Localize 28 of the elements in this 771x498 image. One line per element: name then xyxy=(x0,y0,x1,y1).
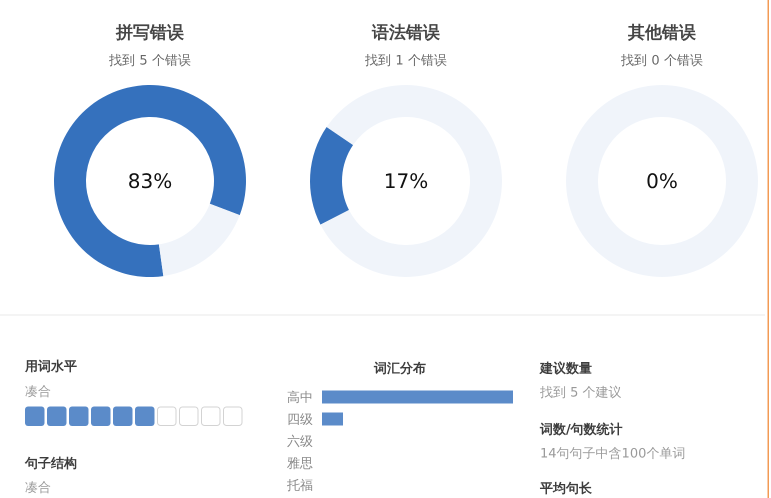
text: 建议数量 xyxy=(539,360,592,377)
y-tick-label: 四级 xyxy=(287,412,313,428)
y-tick-label: 六级 xyxy=(287,434,313,450)
donut-slice xyxy=(310,127,354,225)
chart-subtitle: 找到 0 个错误 xyxy=(620,54,703,69)
y-tick-label: 高中 xyxy=(287,390,313,406)
donut-slice xyxy=(158,204,240,276)
text: 找到 5 个建议 xyxy=(539,386,622,401)
text: 0% xyxy=(646,169,678,193)
chart-subtitle: 找到 5 个错误 xyxy=(108,54,191,69)
text: 14句句子中含100个单词 xyxy=(540,446,686,462)
text: 凑合 xyxy=(25,480,51,496)
chart-title: 语法错误 xyxy=(371,22,441,43)
chart-subtitle: 找到 1 个错误 xyxy=(364,54,447,69)
y-tick-label: 雅思 xyxy=(287,456,313,472)
chart-title: 其他错误 xyxy=(627,22,697,43)
text: 17% xyxy=(384,169,428,193)
text: 句子结构 xyxy=(24,456,77,472)
text: 用词水平 xyxy=(24,360,77,375)
y-tick-label: 托福 xyxy=(286,478,313,494)
donut-slice xyxy=(54,85,246,277)
text: 凑合 xyxy=(25,384,51,400)
text: 平均句长 xyxy=(539,482,593,497)
chart-title: 词汇分布 xyxy=(373,362,426,377)
donut-slice xyxy=(320,85,502,277)
chart-title: 拼写错误 xyxy=(115,22,185,43)
text: 83% xyxy=(128,169,172,193)
text: 词数/句数统计 xyxy=(539,422,623,438)
